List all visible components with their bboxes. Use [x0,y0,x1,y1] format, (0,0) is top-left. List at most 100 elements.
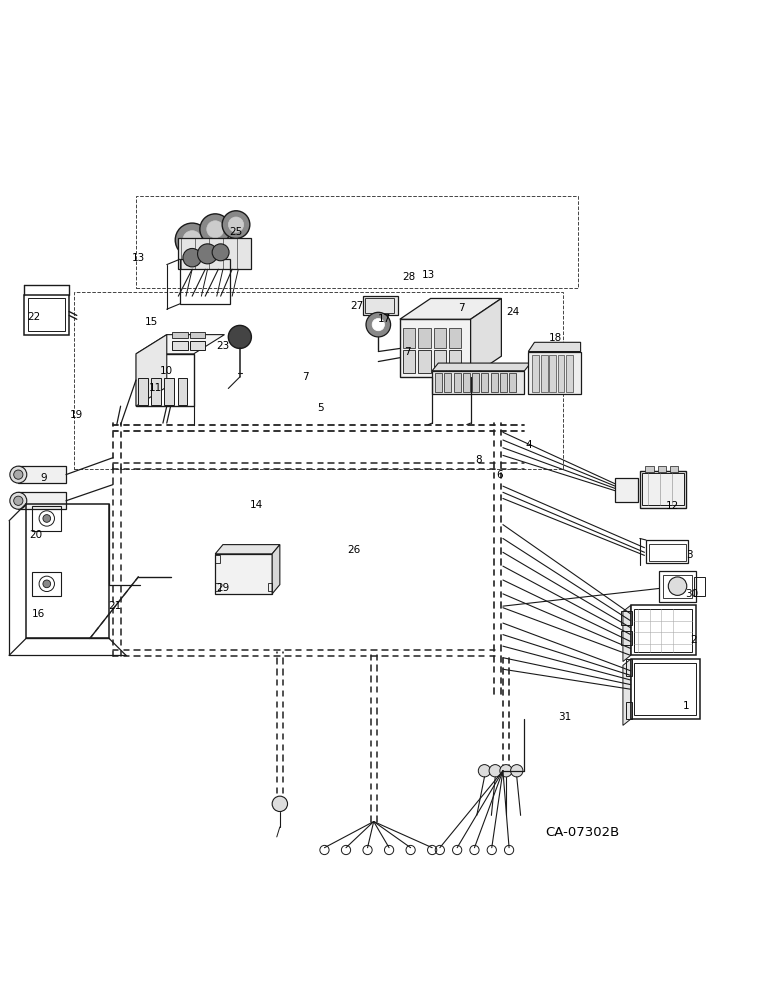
Bar [74,292,563,469]
Polygon shape [623,605,631,662]
Bar [400,319,471,377]
Bar [528,352,581,394]
Bar [403,328,415,348]
Bar [658,466,666,472]
Bar [172,332,188,338]
Text: 7: 7 [458,303,465,313]
Circle shape [510,765,523,777]
Bar [482,373,489,392]
Text: 14: 14 [250,500,263,510]
Bar [25,295,69,335]
Circle shape [222,211,250,238]
Text: 25: 25 [229,227,242,237]
Polygon shape [136,335,225,354]
Bar [164,378,174,405]
Bar [463,373,470,392]
Bar [432,371,524,394]
Circle shape [273,796,287,812]
Bar [363,296,398,315]
Text: 7: 7 [405,347,411,357]
Circle shape [366,312,391,337]
Text: 4: 4 [525,440,532,450]
Text: 17: 17 [378,314,391,324]
Circle shape [229,325,252,348]
Text: 8: 8 [475,455,482,465]
Bar [136,196,578,288]
Text: 12: 12 [665,501,679,511]
Polygon shape [623,659,631,725]
Bar [646,540,689,563]
Bar [631,605,696,655]
Circle shape [183,231,201,249]
Text: 20: 20 [29,530,42,540]
Bar [509,373,516,392]
Text: 13: 13 [422,270,435,280]
Bar [694,577,706,596]
Circle shape [372,318,384,331]
Text: 16: 16 [32,609,45,619]
Bar [557,355,564,392]
Text: 6: 6 [496,470,503,480]
Text: 13: 13 [132,253,145,263]
Bar [215,555,220,563]
Bar [449,350,462,373]
Text: 18: 18 [549,333,562,343]
Bar [540,355,547,392]
Bar [649,544,686,561]
Bar [19,492,66,509]
Circle shape [43,515,51,522]
Bar [178,238,252,269]
Text: 5: 5 [317,403,324,413]
Bar [268,583,273,591]
Polygon shape [432,363,530,371]
Bar [445,373,452,392]
Bar [626,659,632,676]
Circle shape [14,470,23,479]
Bar [635,609,692,652]
Bar [190,341,205,350]
Polygon shape [215,554,273,594]
Bar [19,466,66,483]
Text: 28: 28 [402,272,415,282]
Bar [435,373,442,392]
Bar [434,350,446,373]
Text: 9: 9 [40,473,47,483]
Circle shape [175,223,209,257]
Circle shape [479,765,491,777]
Bar [434,328,446,348]
Bar [26,504,109,638]
Bar [670,466,679,472]
Circle shape [43,580,51,588]
Bar [454,373,461,392]
Polygon shape [528,342,581,352]
Bar [659,571,696,602]
Bar [621,631,632,645]
Bar [32,572,62,596]
Polygon shape [615,478,638,502]
Text: 3: 3 [686,550,693,560]
Polygon shape [400,298,501,319]
Bar [180,259,230,304]
Bar [29,298,66,331]
Bar [640,471,686,508]
Circle shape [499,765,512,777]
Text: 7: 7 [302,372,309,382]
Bar [626,702,632,719]
Circle shape [200,214,231,245]
Bar [663,575,692,598]
Bar [151,378,161,405]
Bar [403,350,415,373]
Bar [172,341,188,350]
Bar [418,350,431,373]
Text: 24: 24 [506,307,520,317]
Text: 22: 22 [27,312,40,322]
Circle shape [212,244,229,261]
Text: 30: 30 [686,589,699,599]
Bar [365,298,394,313]
Bar [491,373,497,392]
Bar [215,583,220,591]
Text: 15: 15 [145,317,158,327]
Bar [566,355,573,392]
Bar [631,659,700,719]
Circle shape [229,217,244,232]
